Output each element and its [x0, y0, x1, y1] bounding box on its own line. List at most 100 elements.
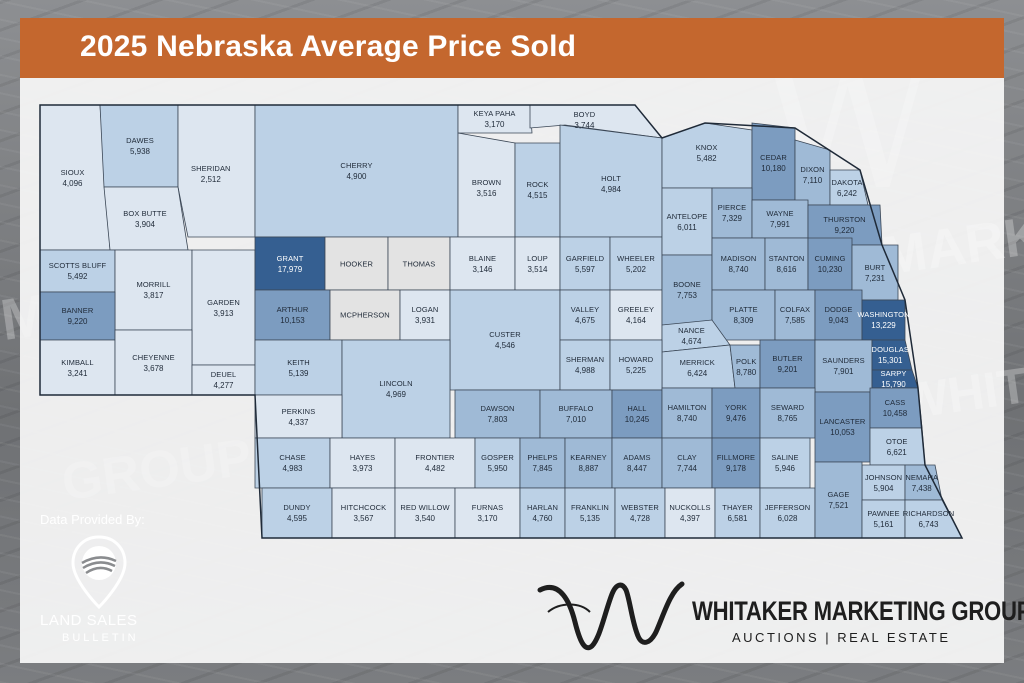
county-label-seward: Seward 8,765 [771, 402, 804, 424]
county-name: Dixon [800, 165, 825, 174]
county-name: Dawes [126, 136, 154, 145]
county-name: Harlan [526, 503, 559, 512]
county-name: Nuckolls [669, 503, 711, 512]
county-label-garden: Garden 3,913 [207, 297, 240, 319]
county-price: 8,616 [776, 265, 797, 274]
county-price: 7,438 [911, 483, 932, 493]
county-name: Douglas [871, 345, 909, 354]
county-label-kearney: Kearney 8,887 [570, 452, 607, 474]
county-name: Keya Paha [473, 109, 516, 118]
county-price: 4,984 [600, 185, 622, 195]
county-name: Antelope [666, 211, 708, 221]
county-label-lancaster: Lancaster 10,053 [820, 416, 866, 438]
county-price: 9,476 [725, 414, 747, 423]
wmg-logo-sub: AUCTIONS | REAL ESTATE [732, 630, 951, 645]
county-label-furnas: Furnas 3,170 [472, 502, 503, 524]
county-name: Furnas [471, 503, 504, 512]
county-price: 4,164 [625, 316, 647, 325]
county-name: Kimball [61, 357, 94, 367]
county-label-valley: Valley 4,675 [571, 304, 599, 326]
county-label-loup: Loup 3,514 [527, 253, 548, 275]
county-name: Thayer [722, 503, 753, 512]
county-price: 15,790 [881, 380, 906, 389]
county-price: 4,546 [494, 341, 516, 350]
county-name: Nance [678, 325, 705, 335]
county-name: Holt [601, 174, 621, 184]
county-name: Polk [736, 356, 757, 366]
county-name: Kearney [570, 453, 607, 462]
county-price: 4,337 [288, 417, 309, 427]
county-price: 7,585 [784, 316, 806, 325]
county-name: Dakota [831, 177, 863, 187]
county-price: 5,597 [574, 264, 596, 274]
county-label-sarpy: Sarpy 15,790 [881, 368, 907, 390]
county-label-thomas: Thomas [403, 258, 436, 269]
county-name: Hitchcock [340, 503, 387, 512]
county-price: 3,516 [476, 188, 497, 198]
county-price: 3,567 [353, 514, 374, 523]
county-price: 4,482 [424, 464, 446, 473]
county-price: 4,760 [532, 514, 553, 523]
county-price: 9,220 [67, 317, 88, 326]
county-name: Buffalo [558, 404, 594, 413]
county-price: 17,979 [277, 264, 303, 274]
county-label-brown: Brown 3,516 [472, 177, 501, 199]
county-name: Webster [621, 503, 659, 512]
county-label-pawnee: Pawnee 5,161 [867, 508, 899, 530]
county-name: Howard [618, 355, 654, 364]
county-name: Banner [61, 306, 94, 315]
county-label-antelope: Antelope 6,011 [667, 211, 708, 233]
county-label-scotts-bluff: Scotts Bluff 5,492 [49, 260, 106, 282]
county-label-dakota: Dakota 6,242 [832, 177, 863, 199]
county-price: 5,161 [873, 520, 894, 529]
county-price: 5,139 [288, 368, 309, 378]
county-label-frontier: Frontier 4,482 [415, 452, 454, 474]
county-price: 10,230 [817, 265, 843, 274]
county-price: 5,202 [625, 264, 647, 274]
county-label-dawes: Dawes 5,938 [126, 135, 154, 157]
county-name: Jefferson [764, 503, 811, 512]
county-price: 7,010 [565, 415, 587, 424]
county-label-custer: Custer 4,546 [489, 329, 520, 351]
county-name: Dodge [824, 305, 853, 314]
county-label-webster: Webster 4,728 [621, 502, 659, 524]
county-label-butler: Butler 9,201 [772, 353, 802, 375]
county-name: Morrill [136, 280, 171, 289]
county-price: 4,674 [681, 336, 702, 346]
county-price: 3,973 [352, 464, 373, 473]
county-name: Keith [287, 357, 310, 367]
county-name: Burt [864, 262, 886, 272]
county-name: Blaine [468, 253, 497, 263]
county-price: 8,309 [733, 316, 754, 325]
county-price: 5,950 [487, 464, 508, 473]
county-price: 4,397 [679, 514, 701, 523]
county-label-york: York 9,476 [725, 402, 747, 424]
county-label-thayer: Thayer 6,581 [722, 502, 752, 524]
county-label-logan: Logan 3,931 [412, 304, 439, 326]
county-name: Lincoln [379, 379, 413, 388]
county-name: Merrick [679, 358, 715, 368]
county-price: 8,780 [736, 367, 757, 377]
county-name: Red Willow [400, 503, 450, 512]
county-price: 4,595 [286, 514, 308, 523]
county-price: 7,753 [676, 291, 698, 300]
county-price: 4,515 [527, 191, 548, 200]
county-name: Boyd [573, 110, 596, 120]
county-name: Lancaster [819, 417, 866, 426]
county-label-clay: Clay 7,744 [677, 452, 697, 474]
county-label-red-willow: Red Willow 3,540 [400, 502, 449, 524]
county-label-thurston: Thurston 9,220 [823, 214, 865, 236]
county-name: Saunders [822, 356, 865, 365]
county-price: 8,887 [578, 464, 599, 473]
county-name: Otoe [885, 436, 908, 446]
county-label-washington: Washington 13,229 [857, 309, 909, 331]
county-price: 7,803 [487, 415, 508, 424]
county-name: Wheeler [617, 253, 655, 263]
county-name: Boone [673, 280, 701, 289]
county-price: 5,225 [625, 366, 647, 375]
map-pin-field-icon [71, 535, 127, 610]
county-label-hitchcock: Hitchcock 3,567 [341, 502, 386, 524]
county-name: Richardson [902, 509, 955, 518]
county-label-cedar: Cedar 10,180 [760, 152, 787, 174]
